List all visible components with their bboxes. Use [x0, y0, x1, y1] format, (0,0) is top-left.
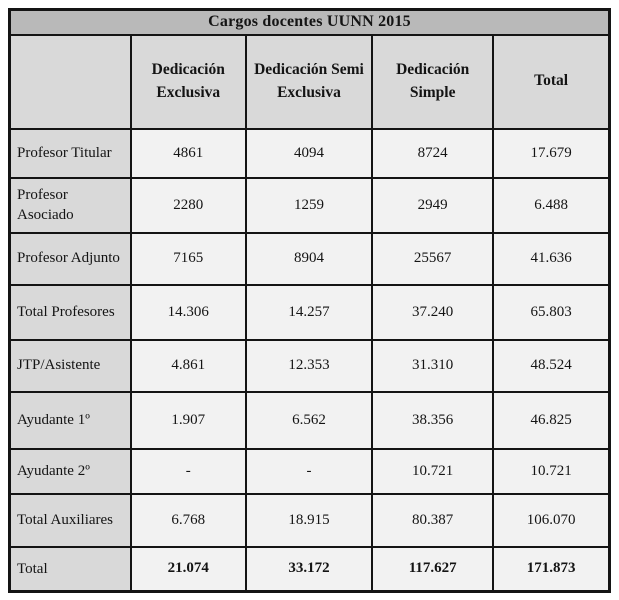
- row-label: Ayudante 2º: [8, 447, 132, 495]
- data-cell: 80.387: [371, 492, 495, 548]
- row-label: Total Auxiliares: [8, 492, 132, 548]
- row-label: Ayudante 1º: [8, 390, 132, 450]
- data-cell: 46.825: [492, 390, 611, 450]
- table-row-ayudante-2: Ayudante 2º - - 10.721 10.721: [8, 447, 611, 495]
- row-label: Total: [8, 545, 132, 593]
- data-cell: 31.310: [371, 338, 495, 393]
- data-cell: 106.070: [492, 492, 611, 548]
- data-cell: 6.562: [244, 390, 374, 450]
- column-header-empty: [8, 33, 132, 130]
- table-row-profesor-adjunto: Profesor Adjunto 7165 8904 25567 41.636: [8, 231, 611, 286]
- row-label: Profesor Adjunto: [8, 231, 132, 286]
- data-cell: 37.240: [371, 283, 495, 341]
- data-cell: 14.257: [244, 283, 374, 341]
- row-label: Total Profesores: [8, 283, 132, 341]
- data-cell: 117.627: [371, 545, 495, 593]
- column-header-total: Total: [492, 33, 611, 130]
- data-cell: 4094: [244, 127, 374, 179]
- table-row-total-auxiliares: Total Auxiliares 6.768 18.915 80.387 106…: [8, 492, 611, 548]
- data-cell: 4.861: [129, 338, 247, 393]
- data-cell: 6.768: [129, 492, 247, 548]
- column-header-dedicacion-simple: Dedicación Simple: [371, 33, 495, 130]
- data-cell: 14.306: [129, 283, 247, 341]
- table-title-row: Cargos docentes UUNN 2015: [8, 8, 611, 36]
- data-cell: 4861: [129, 127, 247, 179]
- data-cell: 1.907: [129, 390, 247, 450]
- table-row-ayudante-1: Ayudante 1º 1.907 6.562 38.356 46.825: [8, 390, 611, 450]
- table-title: Cargos docentes UUNN 2015: [8, 8, 611, 36]
- column-header-dedicacion-semi-exclusiva: Dedicación Semi Exclusiva: [244, 33, 374, 130]
- table-header-row: Dedicación Exclusiva Dedicación Semi Exc…: [8, 33, 611, 130]
- table-row-total-profesores: Total Profesores 14.306 14.257 37.240 65…: [8, 283, 611, 341]
- data-cell: 2280: [129, 176, 247, 234]
- table-row-jtp-asistente: JTP/Asistente 4.861 12.353 31.310 48.524: [8, 338, 611, 393]
- table-row-profesor-asociado: Profesor Asociado 2280 1259 2949 6.488: [8, 176, 611, 234]
- data-cell: 7165: [129, 231, 247, 286]
- cargos-docentes-table: Cargos docentes UUNN 2015 Dedicación Exc…: [8, 8, 611, 593]
- row-label: Profesor Titular: [8, 127, 132, 179]
- data-cell: 21.074: [129, 545, 247, 593]
- row-label: JTP/Asistente: [8, 338, 132, 393]
- data-cell: -: [129, 447, 247, 495]
- data-cell: 41.636: [492, 231, 611, 286]
- data-cell: 8724: [371, 127, 495, 179]
- data-cell: 18.915: [244, 492, 374, 548]
- data-cell: 1259: [244, 176, 374, 234]
- data-cell: 171.873: [492, 545, 611, 593]
- table-row-total: Total 21.074 33.172 117.627 171.873: [8, 545, 611, 593]
- data-cell: 25567: [371, 231, 495, 286]
- data-cell: 8904: [244, 231, 374, 286]
- data-cell: 12.353: [244, 338, 374, 393]
- data-cell: 38.356: [371, 390, 495, 450]
- data-cell: 33.172: [244, 545, 374, 593]
- data-cell: 2949: [371, 176, 495, 234]
- data-cell: 65.803: [492, 283, 611, 341]
- column-header-dedicacion-exclusiva: Dedicación Exclusiva: [129, 33, 247, 130]
- data-cell: 10.721: [492, 447, 611, 495]
- table-row-profesor-titular: Profesor Titular 4861 4094 8724 17.679: [8, 127, 611, 179]
- data-cell: 17.679: [492, 127, 611, 179]
- data-cell: 48.524: [492, 338, 611, 393]
- row-label: Profesor Asociado: [8, 176, 132, 234]
- data-cell: -: [244, 447, 374, 495]
- data-cell: 6.488: [492, 176, 611, 234]
- data-cell: 10.721: [371, 447, 495, 495]
